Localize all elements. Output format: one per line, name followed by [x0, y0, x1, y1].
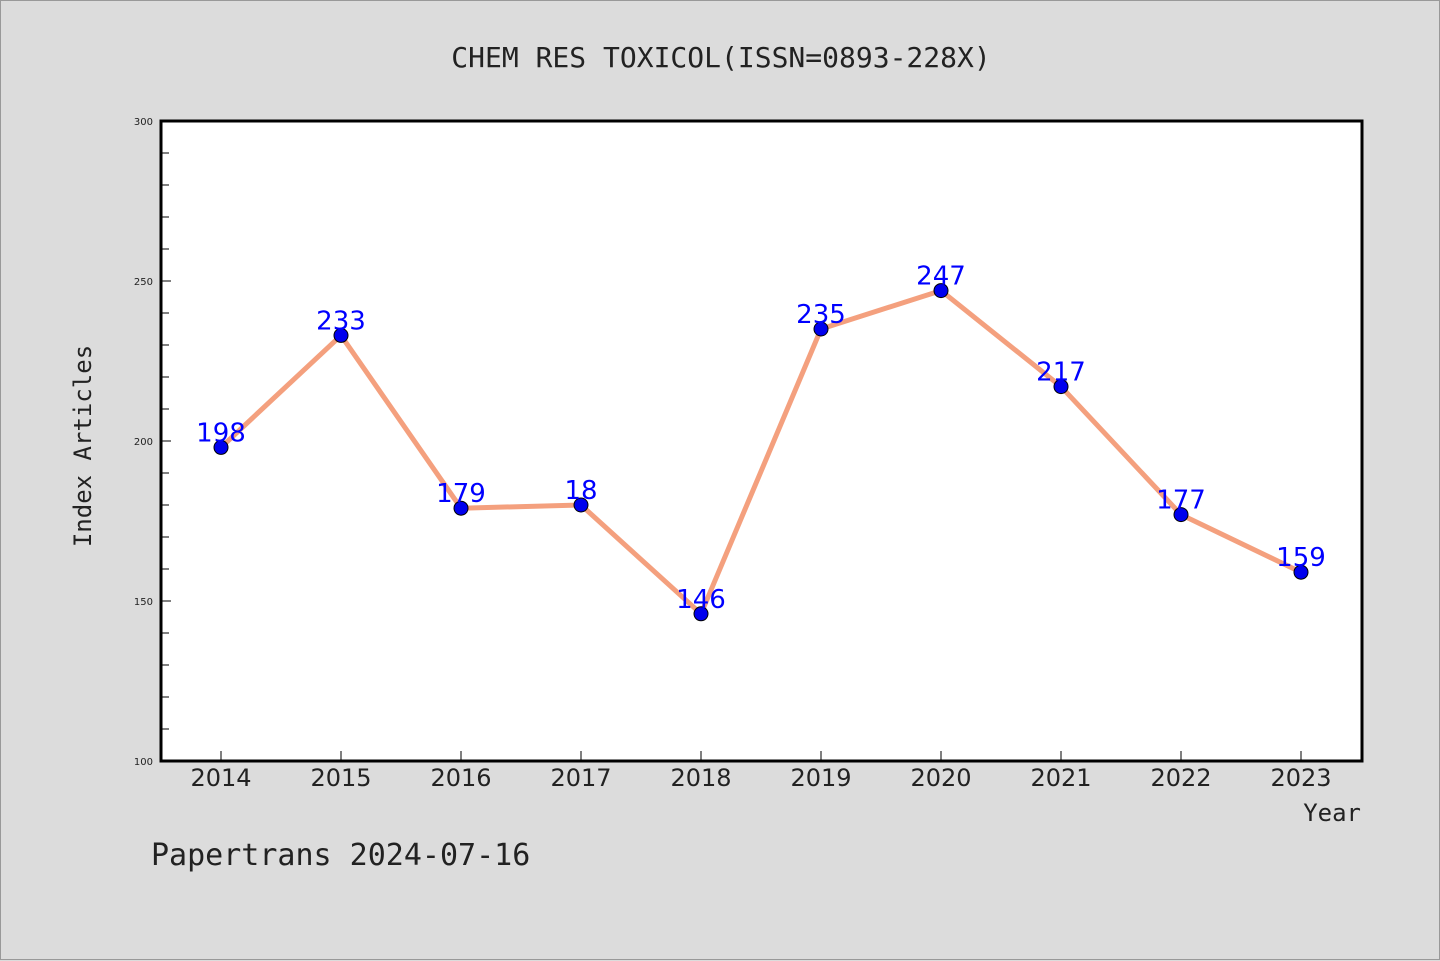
x-axis: 2014 2015 2016 2017 2018 2019 2020 2021 2022 2023 [190, 751, 1332, 792]
data-point [1293, 564, 1309, 580]
x-tick-label: 2014 [190, 764, 251, 792]
data-label: 18 [564, 476, 597, 506]
chart-title: CHEM RES TOXICOL(ISSN=0893-228X) [451, 41, 990, 74]
x-tick-label: 2015 [310, 764, 371, 792]
x-tick-label: 2020 [910, 764, 971, 792]
x-tick-label: 2019 [790, 764, 851, 792]
data-label: 177 [1156, 486, 1206, 516]
x-tick-label: 2023 [1270, 764, 1331, 792]
data-label: 217 [1036, 358, 1086, 388]
data-label: 233 [316, 306, 366, 336]
data-point [333, 327, 349, 343]
footer-watermark: Papertrans 2024-07-16 [151, 838, 530, 873]
plot-area [159, 119, 1364, 763]
y-tick-label: 200 [134, 437, 153, 448]
data-label: 179 [436, 479, 486, 509]
x-tick-label: 2022 [1150, 764, 1211, 792]
x-tick-label: 2021 [1030, 764, 1091, 792]
data-point [573, 497, 589, 513]
y-axis-label: Index Articles [69, 345, 97, 547]
y-axis: 100 150 200 250 300 [134, 117, 171, 768]
x-tick-label: 2018 [670, 764, 731, 792]
x-tick-label: 2016 [430, 764, 491, 792]
y-tick-label: 250 [134, 277, 153, 288]
data-label: 146 [676, 585, 726, 615]
data-point [213, 439, 229, 455]
data-point [453, 500, 469, 516]
x-tick-label: 2017 [550, 764, 611, 792]
data-label: 235 [796, 300, 846, 330]
data-point [1173, 507, 1189, 523]
data-point [933, 283, 949, 299]
y-tick-label: 150 [134, 597, 153, 608]
x-axis-label: Year [1303, 799, 1361, 827]
y-tick-label: 300 [134, 117, 153, 128]
data-label: 247 [916, 262, 966, 292]
data-label: 159 [1276, 543, 1326, 573]
data-point [813, 321, 829, 337]
data-point [1053, 379, 1069, 395]
data-point [693, 606, 709, 622]
series-line: 198 233 179 18 146 235 247 217 177 159 [196, 262, 1326, 622]
y-tick-label: 100 [134, 757, 153, 768]
data-label: 198 [196, 418, 246, 448]
series-polyline [218, 288, 1304, 617]
